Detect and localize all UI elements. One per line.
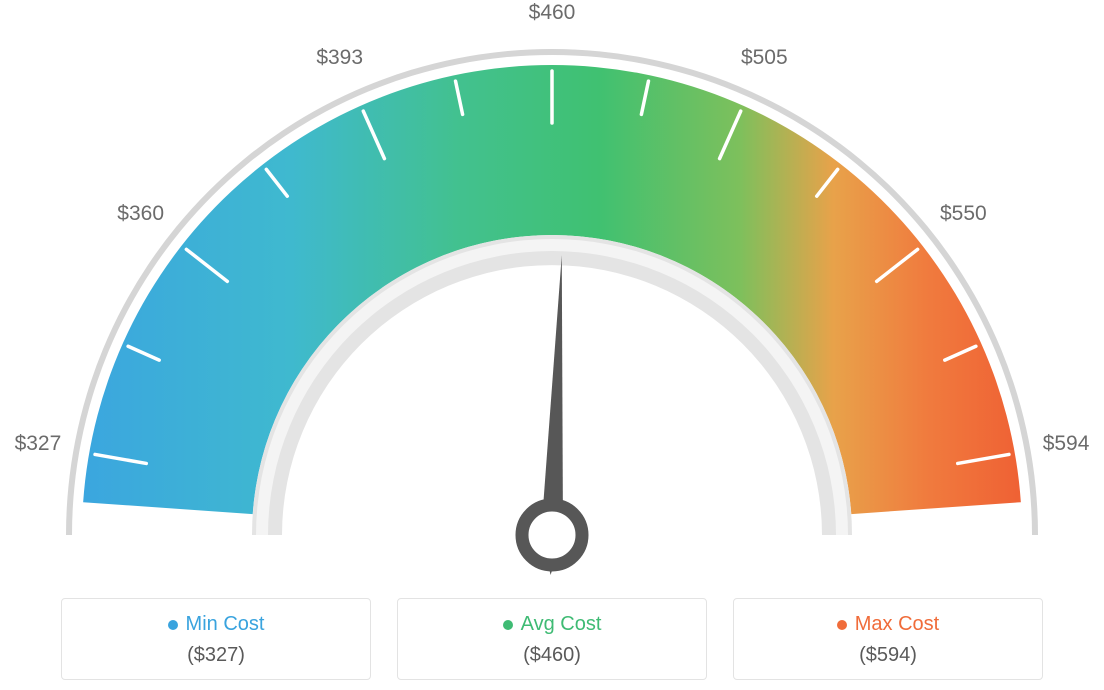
- gauge-tick-label: $594: [1043, 432, 1090, 456]
- legend-value-avg: ($460): [398, 644, 706, 667]
- dot-icon: [168, 620, 178, 630]
- gauge-tick-label: $393: [316, 46, 363, 70]
- gauge-tick-label: $360: [117, 202, 164, 226]
- gauge-tick-label: $550: [940, 202, 987, 226]
- gauge-tick-label: $505: [741, 46, 788, 70]
- legend-card-max: Max Cost ($594): [733, 598, 1043, 680]
- legend-label: Avg Cost: [521, 613, 602, 636]
- legend-card-avg: Avg Cost ($460): [397, 598, 707, 680]
- gauge-chart: $327 $360 $393 $460 $505 $550 $594: [0, 0, 1104, 590]
- dot-icon: [837, 620, 847, 630]
- legend-value-min: ($327): [62, 644, 370, 667]
- legend-label: Max Cost: [855, 613, 939, 636]
- legend-title-avg: Avg Cost: [503, 613, 602, 636]
- dot-icon: [503, 620, 513, 630]
- legend-label: Min Cost: [186, 613, 265, 636]
- legend-value-max: ($594): [734, 644, 1042, 667]
- legend-title-max: Max Cost: [837, 613, 939, 636]
- gauge-svg: [0, 0, 1104, 590]
- legend-title-min: Min Cost: [168, 613, 265, 636]
- gauge-tick-label: $460: [529, 1, 576, 25]
- legend-row: Min Cost ($327) Avg Cost ($460) Max Cost…: [0, 598, 1104, 680]
- gauge-tick-label: $327: [15, 432, 62, 456]
- legend-card-min: Min Cost ($327): [61, 598, 371, 680]
